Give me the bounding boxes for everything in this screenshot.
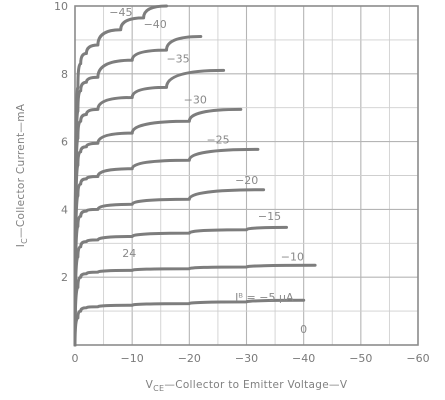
curve-label: −10 — [281, 250, 304, 263]
x-axis-label-main: V — [146, 379, 154, 391]
curve-labels: Iᴮ = −5 µA −10 −15 −20 −25 −30 −35 −40 −45 — [109, 6, 304, 304]
x-axis-label: VCE—Collector to Emitter Voltage—V — [146, 379, 348, 393]
ib-curve-3 — [73, 225, 288, 347]
curve-label: Iᴮ = −5 µA — [235, 291, 294, 304]
x-tick-label: −30 — [235, 352, 258, 365]
x-tick-label: −10 — [121, 352, 144, 365]
annotations: 0 24 — [122, 247, 307, 336]
curve-label: −25 — [206, 133, 229, 146]
annotation-text: 24 — [122, 247, 136, 260]
x-axis-label-rest: —Collector to Emitter Voltage—V — [164, 379, 347, 391]
y-axis-label-main: I — [15, 244, 27, 247]
y-axis-label: IC—Collector Current—mA — [15, 103, 29, 247]
ib-curve-8 — [73, 35, 203, 347]
x-tick-label: −40 — [292, 352, 315, 365]
ib-curve-2 — [73, 263, 317, 347]
x-tick-label: 0 — [72, 352, 79, 365]
y-axis-label-rest: —Collector Current—mA — [15, 103, 27, 238]
y-tick-label: 10 — [54, 0, 68, 13]
x-tick-label: −60 — [406, 352, 429, 365]
curve-label: −40 — [144, 18, 167, 31]
x-axis-label-sub: CE — [153, 384, 164, 393]
y-tick-label: 6 — [61, 136, 68, 149]
curve-label: −45 — [109, 6, 132, 19]
curve-label: −35 — [166, 53, 189, 66]
curve-label: −20 — [235, 174, 258, 187]
y-axis-label-sub: C — [20, 238, 29, 244]
y-tick-label: 4 — [61, 203, 68, 216]
curves — [73, 4, 317, 347]
ib-curve-5 — [73, 147, 260, 347]
curve-label: −30 — [184, 93, 207, 106]
x-tick-label: −50 — [349, 352, 372, 365]
curve-label: −15 — [258, 210, 281, 223]
y-tick-label: 2 — [61, 271, 68, 284]
x-tick-label: −20 — [178, 352, 201, 365]
ib-curve-1 — [73, 298, 306, 347]
annotation-text: 0 — [300, 323, 307, 336]
y-tick-label: 8 — [61, 68, 68, 81]
ib-curve-4 — [73, 188, 266, 347]
x-tick-labels: 0 −10 −20 −30 −40 −50 −60 — [72, 352, 430, 365]
y-tick-labels: 2 4 6 8 10 — [54, 0, 68, 284]
ib-curve-9 — [73, 4, 168, 347]
